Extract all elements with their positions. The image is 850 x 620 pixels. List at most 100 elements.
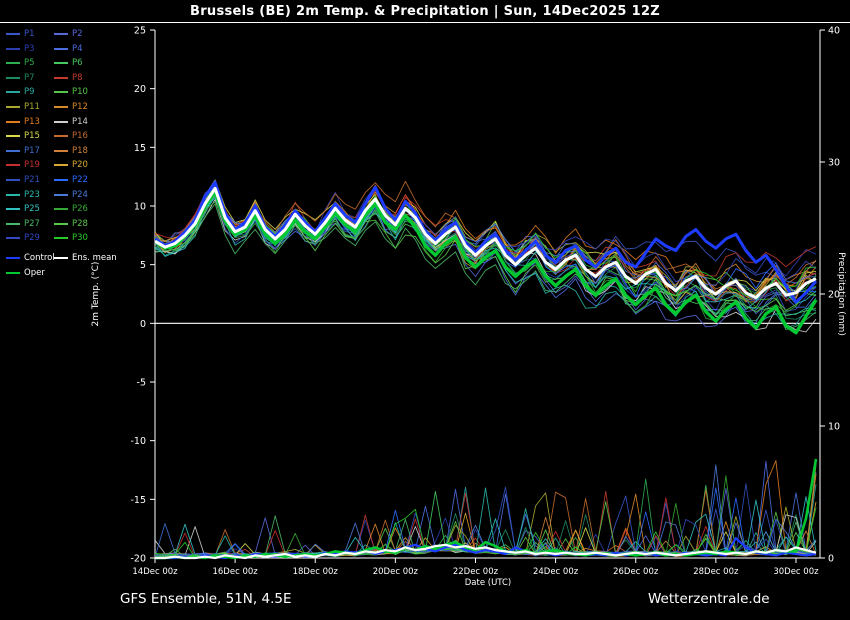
legend-line-swatch	[6, 106, 20, 108]
legend-label: P10	[72, 87, 88, 98]
series-line	[155, 458, 818, 560]
legend-line-swatch	[54, 106, 68, 108]
legend-row: P23 P24	[6, 189, 116, 201]
y-tick-label-temp: 10	[134, 202, 146, 213]
legend-item-control: Control	[6, 252, 55, 264]
y-tick-label-precip: 10	[828, 422, 840, 433]
legend-label: P12	[72, 102, 88, 112]
site-credit-text: Wetterzentrale.de	[648, 591, 770, 607]
x-tick-label: 16Dec 00z	[212, 567, 258, 577]
legend-label: P6	[72, 58, 83, 69]
legend-item-p27: P27	[6, 218, 40, 230]
legend-label: P15	[24, 131, 40, 142]
legend-item-p14: P14	[54, 116, 88, 128]
legend-item-p11: P11	[6, 101, 40, 113]
legend-item-p19: P19	[6, 159, 40, 171]
y-tick-label-temp: -5	[137, 378, 146, 389]
legend-label: P20	[72, 160, 88, 171]
legend-line-swatch	[54, 120, 68, 123]
legend-label: P7	[24, 72, 35, 83]
legend-label: P2	[72, 29, 83, 39]
legend-row: P11 P12	[6, 101, 116, 113]
model-info-text: GFS Ensemble, 51N, 4.5E	[120, 591, 292, 607]
y-tick-label-temp: 0	[140, 319, 146, 330]
x-tick-label: 14Dec 00z	[132, 567, 178, 577]
y-tick-label-precip: 30	[828, 158, 840, 169]
y-tick-label-temp: -10	[130, 436, 146, 447]
chart-title: Brussels (BE) 2m Temp. & Precipitation |…	[189, 4, 661, 19]
legend-row: Control Ens. mean	[6, 252, 117, 264]
legend-line-swatch	[54, 91, 68, 94]
legend-item-p2: P2	[54, 28, 83, 40]
series-line	[155, 203, 817, 331]
legend-line-swatch	[54, 135, 68, 138]
legend-item-p5: P5	[6, 57, 35, 69]
legend-item-ens-mean: Ens. mean	[54, 252, 117, 264]
y-tick-label-temp: 20	[134, 84, 146, 95]
legend-label: P22	[72, 175, 88, 185]
legend-line-swatch	[6, 257, 20, 259]
legend-row: P7 P8	[6, 72, 116, 84]
y-tick-label-temp: -20	[130, 554, 146, 565]
legend-label: P26	[72, 204, 88, 215]
legend-line-swatch	[6, 47, 20, 50]
legend-line-swatch	[6, 149, 20, 152]
legend-line-swatch	[54, 33, 68, 35]
legend-item-p10: P10	[54, 86, 88, 98]
legend-item-p23: P23	[6, 189, 40, 201]
legend-label: P4	[72, 43, 83, 54]
legend-item-p22: P22	[54, 174, 88, 186]
x-tick-label: 24Dec 00z	[533, 567, 579, 577]
legend-line-swatch	[6, 208, 20, 211]
legend-item-p4: P4	[54, 43, 83, 55]
legend-line-swatch	[54, 257, 68, 259]
x-tick-label: 18Dec 00z	[293, 567, 339, 577]
legend-row: P21 P22	[6, 174, 116, 186]
legend-item-p1: P1	[6, 28, 35, 40]
legend-line-swatch	[54, 149, 68, 152]
legend-item-p25: P25	[6, 203, 40, 215]
legend-label: P17	[24, 145, 40, 156]
legend-line-swatch	[6, 33, 20, 35]
legend-item-p17: P17	[6, 145, 40, 157]
legend-label: P21	[24, 175, 40, 185]
data-lines-group	[155, 179, 818, 560]
legend-item-oper: Oper	[6, 267, 45, 279]
legend-line-swatch	[54, 237, 68, 240]
legend-row: P3 P4	[6, 43, 116, 55]
legend-line-swatch	[54, 76, 68, 79]
series-line	[155, 190, 818, 335]
legend-row: P25 P26	[6, 203, 116, 215]
legend-label: Oper	[24, 267, 45, 278]
legend-item-p13: P13	[6, 116, 40, 128]
legend-item-p9: P9	[6, 86, 35, 98]
legend-row: P27 P28	[6, 218, 116, 230]
x-tick-label: 26Dec 00z	[613, 567, 659, 577]
legend-line-swatch	[6, 222, 20, 225]
legend-item-p7: P7	[6, 72, 35, 84]
y-axis-label-temp: 2m Temp. (°C)	[91, 261, 101, 327]
legend-item-p3: P3	[6, 43, 35, 55]
legend-line-swatch	[6, 91, 20, 94]
legend-label: P25	[24, 204, 40, 215]
legend-label: Control	[24, 253, 55, 263]
legend-item-p26: P26	[54, 203, 88, 215]
legend-label: P16	[72, 131, 88, 142]
series-line	[155, 543, 817, 560]
legend-line-swatch	[6, 179, 20, 181]
y-tick-label-precip: 20	[828, 290, 840, 301]
legend-row: P15 P16	[6, 130, 116, 142]
series-line	[155, 186, 817, 299]
legend-label: P24	[72, 189, 88, 200]
legend-label: P30	[72, 233, 88, 244]
x-tick-label: 22Dec 00z	[453, 567, 499, 577]
legend-line-swatch	[6, 76, 20, 79]
legend-label: P19	[24, 160, 40, 171]
legend-label: Ens. mean	[72, 253, 117, 263]
legend-line-swatch	[6, 135, 20, 138]
legend-label: P27	[24, 218, 40, 229]
legend-line-swatch	[54, 164, 68, 167]
legend-line-swatch	[54, 179, 68, 181]
